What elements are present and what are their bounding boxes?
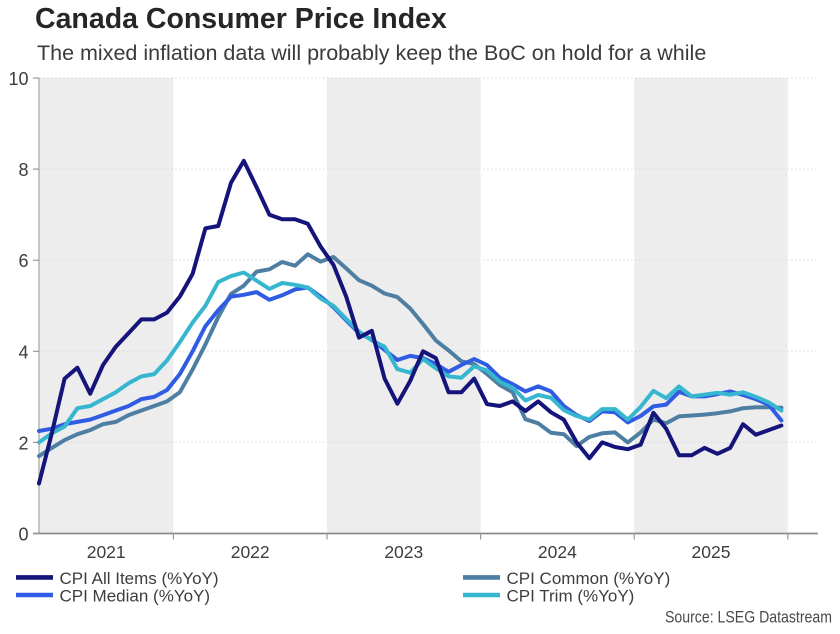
svg-text:2023: 2023 bbox=[384, 542, 423, 562]
svg-text:CPI All Items (%YoY): CPI All Items (%YoY) bbox=[60, 569, 219, 588]
svg-text:CPI Common (%YoY): CPI Common (%YoY) bbox=[507, 569, 671, 588]
svg-text:2022: 2022 bbox=[231, 542, 270, 562]
svg-text:8: 8 bbox=[18, 160, 28, 180]
svg-text:2024: 2024 bbox=[538, 542, 577, 562]
svg-text:0: 0 bbox=[18, 525, 28, 545]
svg-text:2025: 2025 bbox=[692, 542, 731, 562]
svg-text:Source: LSEG Datastream: Source: LSEG Datastream bbox=[665, 609, 832, 627]
svg-text:CPI Median (%YoY): CPI Median (%YoY) bbox=[60, 587, 211, 606]
svg-text:CPI Trim (%YoY): CPI Trim (%YoY) bbox=[507, 587, 635, 606]
svg-text:2: 2 bbox=[18, 433, 28, 453]
svg-text:10: 10 bbox=[8, 69, 28, 89]
svg-text:6: 6 bbox=[18, 251, 28, 271]
svg-text:4: 4 bbox=[18, 342, 28, 362]
svg-text:2021: 2021 bbox=[87, 542, 126, 562]
